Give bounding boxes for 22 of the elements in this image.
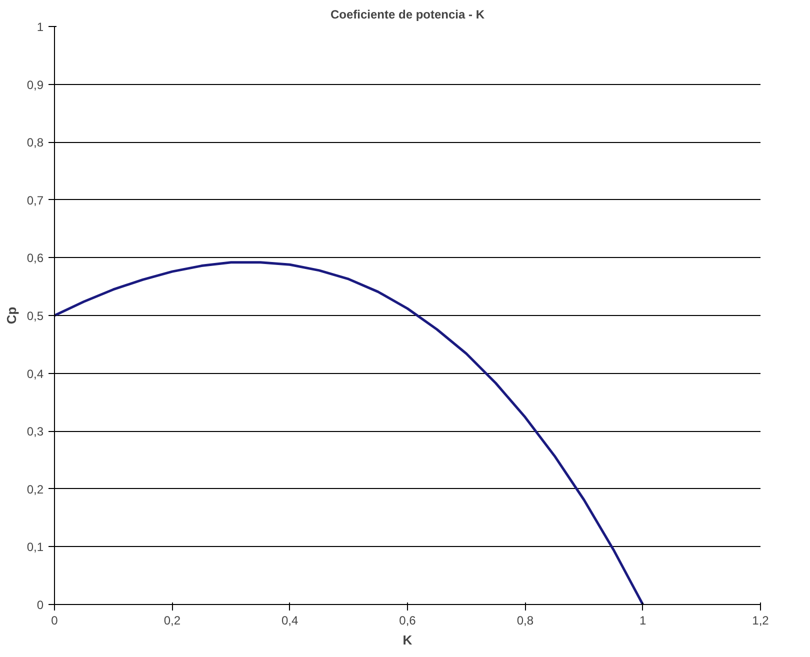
x-tick-label: 0,4 [281,614,298,628]
y-axis-title: Cp [4,306,19,324]
chart-title: Coeficiente de potencia - K [330,8,485,22]
line-series [54,261,644,604]
x-tick-label: 1,2 [752,614,770,628]
y-tick-label: 1 [36,20,44,34]
x-tick-label: 0,6 [399,614,416,628]
x-tick-label: 0 [51,614,58,628]
x-tick-label: 0,2 [164,614,181,628]
y-tick-label: 0,6 [26,251,44,266]
x-tick-label: 0,8 [516,614,534,628]
y-tick-label: 0,7 [26,193,44,208]
y-tick-label: 0,8 [26,136,44,150]
y-tick-label: 0,2 [26,482,44,496]
y-tick-label: 0,1 [26,540,44,554]
y-tick-label: 0,5 [26,309,44,323]
y-tick-label: 0,4 [26,366,44,381]
y-tick-label: 0,9 [26,78,44,92]
y-tick-label: 0 [36,598,44,612]
y-tick-label: 0,3 [26,424,44,439]
x-axis-title: K [402,632,413,648]
x-tick-label: 1 [639,614,646,628]
